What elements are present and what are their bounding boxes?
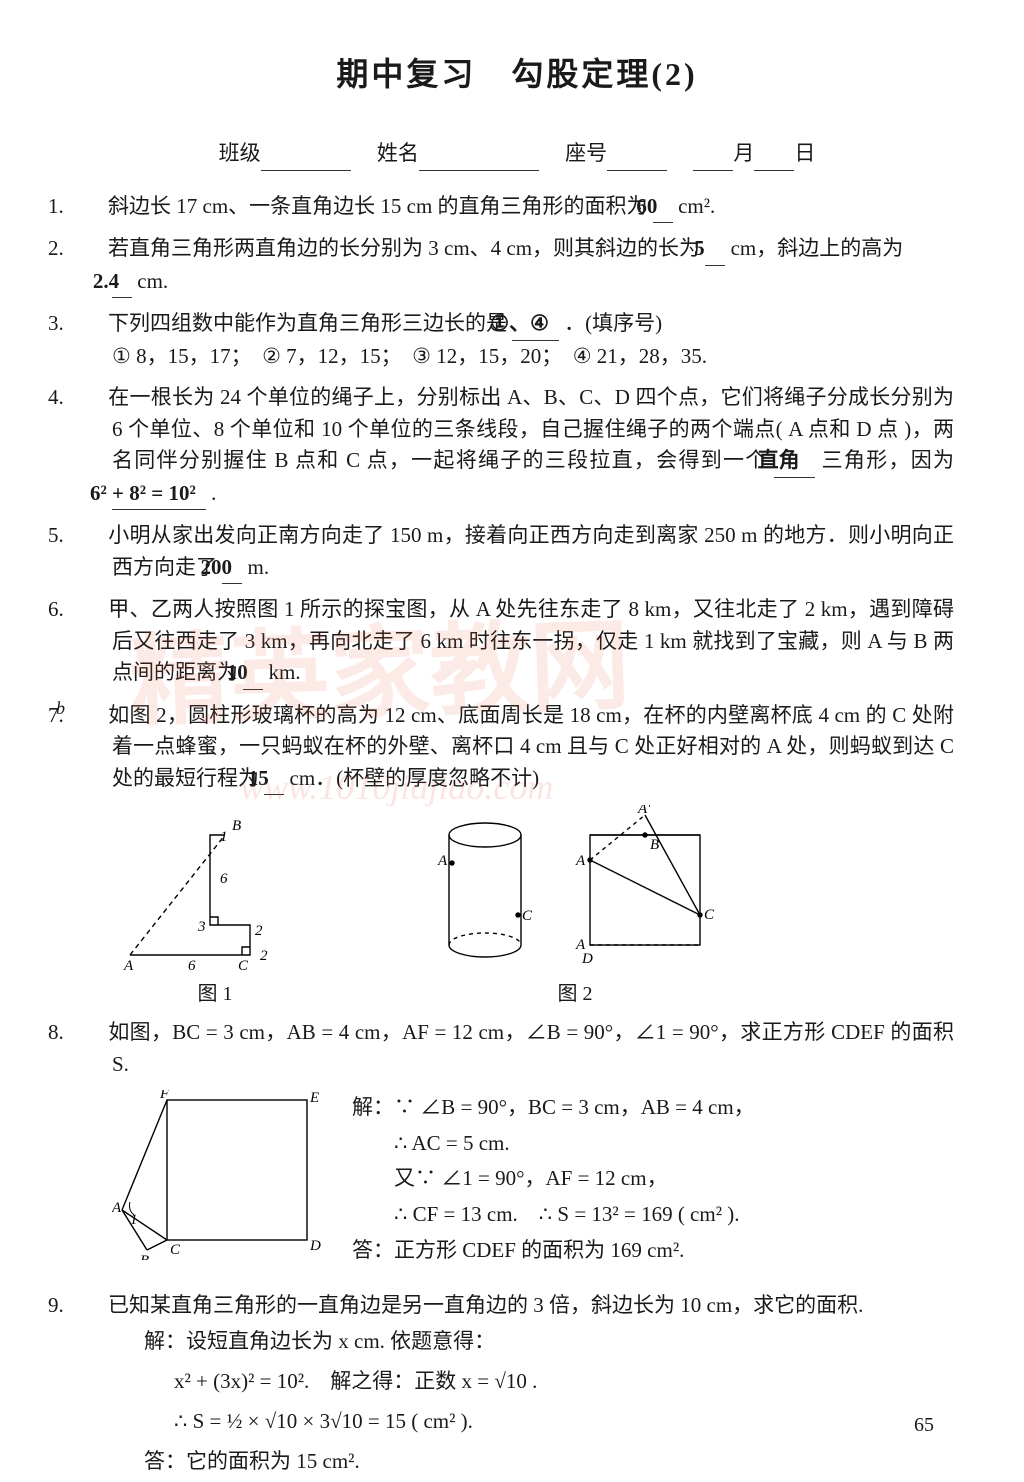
svg-text:A': A' — [637, 805, 651, 817]
sol-line: ∴ AC = 5 cm. — [352, 1126, 755, 1162]
figure-3: F E D C A B 1 — [112, 1090, 332, 1268]
prob-num: 4. — [80, 382, 108, 414]
figure-row: A C 2 6 3 6 B 1 2 图 1 — [120, 805, 954, 1009]
text: cm．(杯壁的厚度忽略不计) — [290, 766, 540, 790]
text: ① 8，15，17； ② 7，12，15； ③ 12，15，20； ④ 21，2… — [112, 344, 707, 368]
text: 斜边长 17 cm、一条直角边长 15 cm 的直角三角形的面积为 — [108, 194, 648, 218]
svg-text:A: A — [575, 853, 586, 869]
problems: 1.斜边长 17 cm、一条直角边长 15 cm 的直角三角形的面积为 60 c… — [80, 191, 954, 1482]
svg-text:A: A — [123, 958, 134, 974]
text: 如图，BC = 3 cm，AB = 4 cm，AF = 12 cm，∠B = 9… — [108, 1020, 954, 1076]
problem-8: 8.如图，BC = 3 cm，AB = 4 cm，AF = 12 cm，∠B =… — [80, 1017, 954, 1080]
svg-text:2: 2 — [260, 948, 268, 964]
sol-line: ∴ S = ½ × √10 × 3√10 = 15 ( cm² ). — [144, 1402, 954, 1442]
problem-4: 4.在一根长为 24 个单位的绳子上，分别标出 A、B、C、D 四个点，它们将绳… — [80, 382, 954, 510]
class-label: 班级 — [219, 141, 261, 165]
sol-line: 答：它的面积为 15 cm². — [144, 1442, 954, 1482]
svg-text:E: E — [309, 1090, 319, 1106]
sol-line: x² + (3x)² = 10². 解之得：正数 x = √10 . — [144, 1362, 954, 1402]
sol-line: 答：正方形 CDEF 的面积为 169 cm². — [352, 1233, 755, 1269]
answer: 60 — [653, 191, 673, 224]
svg-text:6: 6 — [188, 958, 196, 974]
text: 下列四组数中能作为直角三角形三边长的是 — [108, 311, 507, 335]
problem-7: 7.如图 2，圆柱形玻璃杯的高为 12 cm、底面周长是 18 cm，在杯的内壁… — [80, 700, 954, 796]
month-label: 月 — [733, 141, 754, 165]
svg-text:C: C — [522, 908, 533, 924]
text: 若直角三角形两直角边的长分别为 3 cm、4 cm，则其斜边的长为 — [108, 236, 700, 260]
page-number: 65 — [914, 1410, 934, 1440]
text: cm，斜边上的高为 — [731, 236, 904, 260]
answer: 2.4 — [112, 266, 132, 299]
class-blank[interactable] — [261, 138, 351, 171]
prob-num: 3. — [80, 308, 108, 340]
svg-text:6: 6 — [220, 871, 228, 887]
svg-text:C: C — [170, 1242, 181, 1258]
answer: 6² + 8² = 10² — [112, 478, 206, 511]
text: 已知某直角三角形的一直角边是另一直角边的 3 倍，斜边长为 10 cm，求它的面… — [108, 1293, 863, 1317]
svg-text:1: 1 — [220, 829, 228, 845]
svg-text:C: C — [238, 958, 249, 974]
svg-text:2: 2 — [255, 923, 263, 939]
text: ．(填序号) — [564, 311, 662, 335]
month-blank[interactable] — [693, 138, 733, 171]
text: cm². — [678, 194, 715, 218]
seat-blank[interactable] — [607, 138, 667, 171]
figure-3-svg: F E D C A B 1 — [112, 1090, 332, 1260]
problem-8-body: F E D C A B 1 解：∵ ∠B = 90°，BC = 3 cm，AB … — [112, 1090, 954, 1268]
sol-line: 解：设短直角边长为 x cm. 依题意得： — [144, 1322, 954, 1362]
problem-3: 3.下列四组数中能作为直角三角形三边长的是 ①、④ ．(填序号) ① 8，15，… — [80, 308, 954, 372]
svg-text:B: B — [650, 837, 659, 853]
svg-text:B: B — [232, 818, 241, 834]
sol-line: 解：∵ ∠B = 90°，BC = 3 cm，AB = 4 cm， — [352, 1090, 755, 1126]
problem-6: 6.甲、乙两人按照图 1 所示的探宝图，从 A 处先往东走了 8 km，又往北走… — [80, 594, 954, 690]
problem-2: 2.若直角三角形两直角边的长分别为 3 cm、4 cm，则其斜边的长为 5 cm… — [80, 233, 954, 298]
text: cm. — [137, 269, 168, 293]
seat-label: 座号 — [565, 141, 607, 165]
answer: 10 — [243, 657, 263, 690]
prob-num: 7. — [80, 700, 108, 732]
svg-text:D: D — [581, 951, 593, 967]
svg-text:F: F — [159, 1090, 170, 1102]
answer: 直角 — [774, 445, 815, 478]
answer: 200 — [222, 552, 242, 585]
prob-num: 8. — [80, 1017, 108, 1049]
svg-text:A: A — [437, 853, 448, 869]
text: 三角形，因为 — [822, 448, 954, 472]
prob-num: 2. — [80, 233, 108, 265]
problem-9: 9.已知某直角三角形的一直角边是另一直角边的 3 倍，斜边长为 10 cm，求它… — [80, 1290, 954, 1481]
figure-2: A C A' A A B — [430, 805, 720, 1009]
text: . — [211, 481, 216, 505]
day-blank[interactable] — [754, 138, 794, 171]
svg-text:3: 3 — [197, 919, 206, 935]
name-blank[interactable] — [419, 138, 539, 171]
sol-line: 又∵ ∠1 = 90°，AF = 12 cm， — [352, 1161, 755, 1197]
header-row: 班级 姓名 座号 月 日 — [80, 138, 954, 171]
day-label: 日 — [794, 141, 815, 165]
margin-note: b — [56, 695, 65, 722]
name-label: 姓名 — [377, 141, 419, 165]
figure-1-svg: A C 2 6 3 6 B 1 2 — [120, 805, 310, 975]
solution-8: 解：∵ ∠B = 90°，BC = 3 cm，AB = 4 cm， ∴ AC =… — [352, 1090, 755, 1268]
prob-num: 6. — [80, 594, 108, 626]
svg-text:D: D — [309, 1238, 321, 1254]
problem-5: 5.小明从家出发向正南方向走了 150 m，接着向正西方向走到离家 250 m … — [80, 520, 954, 584]
svg-text:C: C — [704, 907, 715, 923]
figure-1: A C 2 6 3 6 B 1 2 图 1 — [120, 805, 310, 1009]
prob-num: 9. — [80, 1290, 108, 1322]
answer: 15 — [264, 763, 284, 796]
prob-num: 1. — [80, 191, 108, 223]
page-title: 期中复习 勾股定理(2) — [80, 50, 954, 98]
svg-text:B: B — [140, 1253, 149, 1260]
problem-1: 1.斜边长 17 cm、一条直角边长 15 cm 的直角三角形的面积为 60 c… — [80, 191, 954, 224]
prob-num: 5. — [80, 520, 108, 552]
text: m. — [248, 555, 270, 579]
answer: ①、④ — [512, 308, 559, 341]
sol-line: ∴ CF = 13 cm. ∴ S = 13² = 169 ( cm² ). — [352, 1197, 755, 1233]
figure-1-caption: 图 1 — [120, 979, 310, 1009]
answer: 5 — [705, 233, 725, 266]
text: km. — [269, 660, 301, 684]
figure-2-svg: A C A' A A B — [430, 805, 720, 975]
svg-text:A: A — [112, 1200, 122, 1216]
figure-2-caption: 图 2 — [430, 979, 720, 1009]
